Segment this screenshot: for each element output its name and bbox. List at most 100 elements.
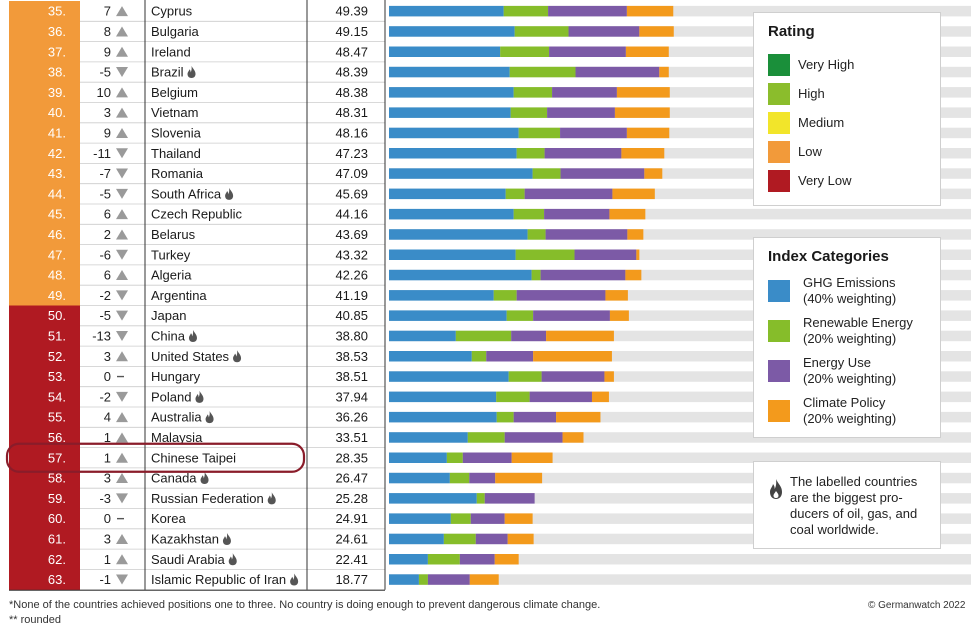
rating-swatch-very-low — [768, 170, 790, 192]
ghg-bar-segment — [389, 452, 447, 463]
rank-cell — [9, 41, 80, 63]
energy-bar-segment — [533, 310, 610, 321]
category-swatch-energy — [768, 360, 790, 382]
score-track — [389, 87, 971, 98]
energy-bar-segment — [486, 351, 534, 362]
score-track — [389, 188, 971, 200]
rank-label: 58. — [48, 471, 66, 486]
score-value: 42.26 — [335, 268, 368, 283]
score-value: 26.47 — [335, 471, 368, 486]
country-name: Australia — [151, 410, 202, 425]
producers-note-line-4: coal worldwide. — [790, 522, 879, 537]
score-track — [389, 66, 971, 78]
rank-cell — [9, 346, 80, 367]
score-track — [389, 493, 971, 504]
rank-change: 1 — [104, 552, 111, 567]
energy-bar-segment — [427, 574, 470, 585]
score-value: 48.16 — [335, 125, 368, 140]
rank-cell — [9, 183, 80, 205]
rank-cell — [9, 61, 80, 83]
energy-bar-segment — [504, 432, 563, 443]
score-value: 37.94 — [335, 389, 368, 404]
rating-label-low: Low — [798, 144, 822, 159]
rating-swatch-very-high — [768, 54, 790, 76]
score-track — [389, 249, 971, 260]
score-track — [389, 107, 971, 118]
policy-bar-segment — [614, 107, 670, 118]
energy-bar-segment — [549, 46, 626, 57]
policy-bar-segment — [627, 229, 644, 240]
rank-change: 0 — [104, 511, 111, 526]
rank-cell — [9, 163, 80, 185]
triangle-up-icon — [116, 6, 128, 17]
renewable-bar-segment — [503, 5, 549, 17]
country-name: Korea — [151, 511, 186, 526]
score-value: 28.35 — [335, 450, 368, 465]
rank-cell — [9, 285, 80, 306]
rank-change: 3 — [104, 349, 111, 364]
renewable-bar-segment — [516, 148, 545, 159]
country-name: China — [151, 328, 186, 343]
category-label-policy: Climate Policy (20% weighting) — [803, 395, 897, 426]
policy-bar-segment — [639, 26, 674, 37]
rank-cell — [9, 21, 80, 42]
renewable-bar-segment — [418, 574, 428, 585]
energy-bar-segment — [484, 493, 535, 504]
policy-bar-segment — [507, 533, 534, 545]
renewable-bar-segment — [513, 87, 553, 98]
rank-change: 2 — [104, 227, 111, 242]
producers-note-line-1: The labelled countries — [790, 474, 918, 489]
rank-cell — [9, 224, 80, 245]
energy-bar-segment — [469, 472, 496, 484]
policy-bar-segment — [659, 66, 669, 78]
triangle-up-icon — [116, 87, 128, 98]
rank-change: 6 — [104, 268, 111, 283]
score-track — [389, 452, 971, 463]
energy-bar-segment — [575, 66, 660, 78]
renewable-bar-segment — [515, 249, 575, 260]
ghg-bar-segment — [389, 208, 514, 220]
triangle-down-icon — [116, 330, 128, 341]
rating-label-high: High — [798, 86, 825, 101]
energy-bar-segment — [548, 5, 627, 17]
ghg-bar-segment — [389, 513, 451, 524]
ghg-bar-segment — [389, 249, 516, 260]
score-value: 44.16 — [335, 207, 368, 222]
country-name: Bulgaria — [151, 24, 199, 39]
policy-bar-segment — [533, 351, 612, 362]
score-value: 22.41 — [335, 552, 368, 567]
country-name: Czech Republic — [151, 207, 243, 222]
score-value: 33.51 — [335, 430, 368, 445]
rank-change: -13 — [92, 328, 111, 343]
rank-label: 40. — [48, 105, 66, 120]
triangle-up-icon — [116, 351, 128, 362]
country-name: Belarus — [151, 227, 196, 242]
score-value: 48.39 — [335, 65, 368, 80]
score-value: 48.38 — [335, 85, 368, 100]
score-track — [389, 391, 971, 403]
triangle-down-icon — [116, 493, 128, 504]
triangle-up-icon — [116, 452, 128, 463]
score-track — [389, 554, 971, 565]
ghg-bar-segment — [389, 310, 507, 321]
energy-bar-segment — [574, 249, 637, 260]
triangle-up-icon — [116, 127, 128, 138]
policy-bar-segment — [616, 87, 670, 98]
policy-bar-segment — [636, 249, 640, 260]
score-value: 43.32 — [335, 247, 368, 262]
rank-change: -7 — [99, 166, 111, 181]
flame-icon — [225, 187, 234, 200]
ghg-bar-segment — [389, 330, 456, 342]
score-value: 38.80 — [335, 328, 368, 343]
flame-icon — [187, 66, 196, 79]
renewable-bar-segment — [513, 208, 545, 220]
rank-cell — [9, 204, 80, 225]
energy-bar-segment — [568, 26, 640, 37]
triangle-up-icon — [116, 46, 128, 57]
rank-change: 3 — [104, 471, 111, 486]
country-name: Kazakhstan — [151, 531, 219, 546]
policy-bar-segment — [495, 472, 543, 484]
renewable-bar-segment — [532, 168, 561, 179]
country-name: Canada — [151, 471, 197, 486]
ghg-bar-segment — [389, 46, 501, 57]
